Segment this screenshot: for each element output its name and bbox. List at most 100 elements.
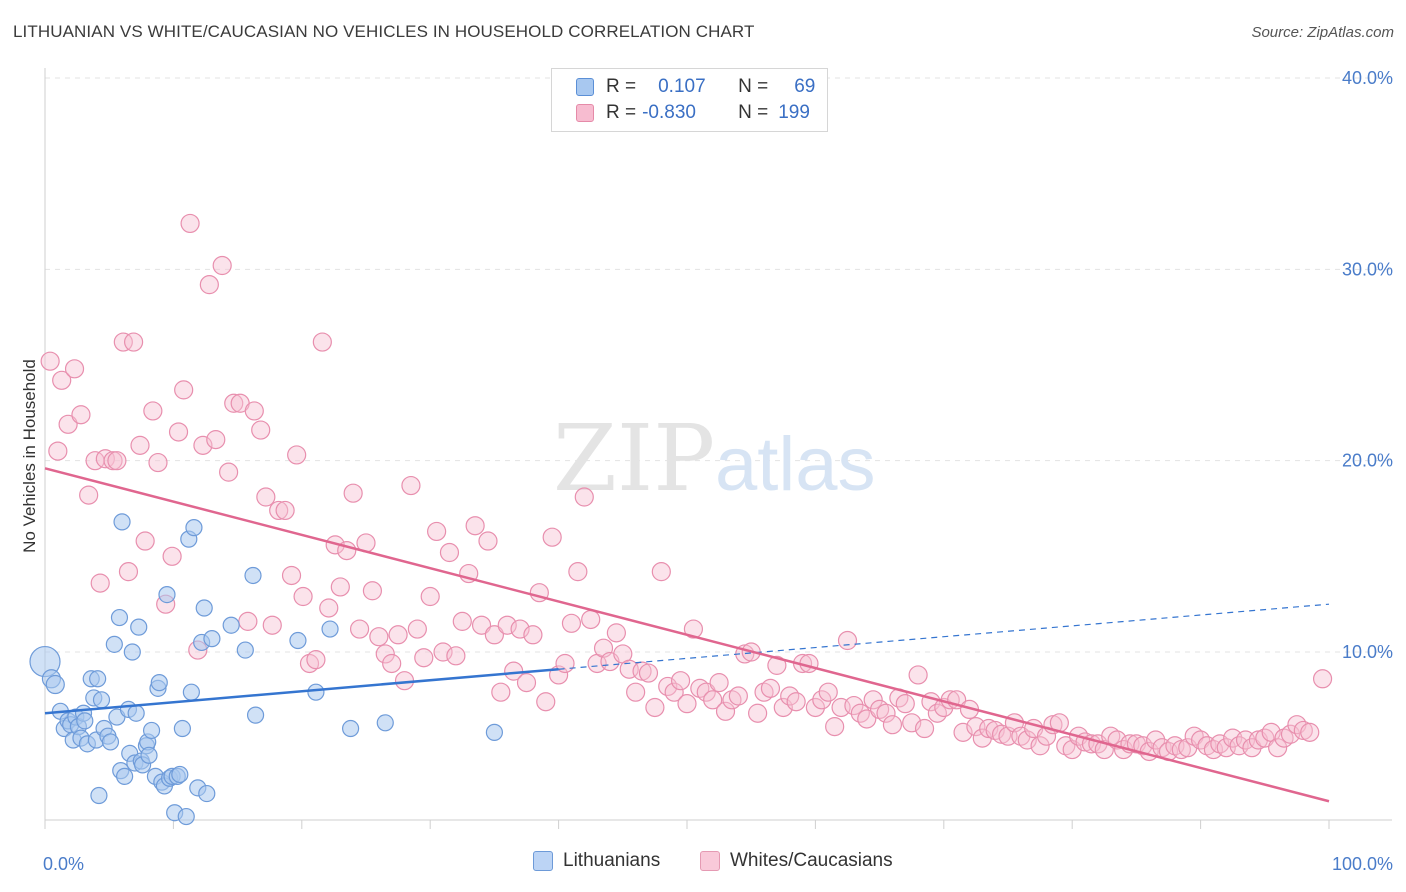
data-point xyxy=(306,650,326,670)
data-point xyxy=(118,562,139,582)
data-point xyxy=(212,255,232,276)
data-point xyxy=(173,719,191,738)
legend-row-lithuanians: R = 0.107 N = 69 xyxy=(576,74,815,100)
data-point xyxy=(555,653,575,674)
data-point xyxy=(185,519,203,537)
legend-r-value: -0.830 xyxy=(642,102,696,123)
data-point xyxy=(414,648,434,668)
data-point xyxy=(523,625,543,645)
legend-row-whites: R = -0.830 N = 199 xyxy=(576,100,810,126)
data-point xyxy=(177,807,195,826)
data-point xyxy=(52,370,72,390)
legend-r-label: R = xyxy=(606,102,637,123)
data-point xyxy=(452,611,472,631)
tick-labels: 10.0% 20.0% 30.0% 40.0% 0.0% 100.0% xyxy=(43,68,1393,874)
data-point xyxy=(238,611,258,631)
data-point xyxy=(58,414,78,434)
data-point xyxy=(703,690,723,710)
data-point xyxy=(142,721,161,740)
watermark: ZIP atlas xyxy=(553,405,876,512)
data-point xyxy=(497,615,517,635)
data-point xyxy=(135,531,155,551)
data-point xyxy=(863,690,883,710)
data-point xyxy=(388,625,408,645)
data-point xyxy=(199,275,219,295)
data-point xyxy=(1312,669,1333,689)
data-point xyxy=(478,531,498,551)
data-point xyxy=(516,673,537,693)
data-point xyxy=(433,642,453,662)
data-point xyxy=(158,585,176,604)
legend-n-label: N = xyxy=(738,102,769,123)
legend-r-label: R = xyxy=(606,76,637,97)
data-point xyxy=(677,694,697,714)
data-point xyxy=(349,619,370,639)
y-tick-label: 20.0% xyxy=(1342,451,1393,471)
chart-title: LITHUANIAN VS WHITE/CAUCASIAN NO VEHICLE… xyxy=(13,22,755,41)
data-point xyxy=(198,784,216,803)
data-point xyxy=(1146,730,1166,750)
data-point xyxy=(203,630,221,648)
data-point xyxy=(728,686,748,706)
legend-n-label: N = xyxy=(738,76,769,97)
legend-label-lithuanians: Lithuanians xyxy=(563,850,661,871)
data-point xyxy=(101,733,120,751)
data-point xyxy=(182,683,200,701)
data-point xyxy=(48,441,68,461)
data-point xyxy=(401,475,421,496)
data-point xyxy=(150,674,168,692)
data-point xyxy=(645,697,665,718)
data-point xyxy=(606,623,626,643)
data-point xyxy=(825,717,845,737)
data-point xyxy=(786,692,806,712)
data-point xyxy=(90,786,108,805)
trend-line-lithuanians xyxy=(44,667,559,715)
data-point xyxy=(113,332,133,352)
data-point xyxy=(289,631,307,650)
data-point xyxy=(269,500,289,521)
data-point xyxy=(76,712,94,730)
legend-swatch-whites xyxy=(700,851,720,871)
data-point xyxy=(168,422,189,442)
data-point xyxy=(262,615,282,635)
data-point xyxy=(312,332,332,352)
data-point xyxy=(92,691,111,709)
data-point xyxy=(293,586,313,607)
data-point xyxy=(244,401,264,421)
data-point xyxy=(127,704,145,722)
data-point xyxy=(491,682,511,702)
data-point xyxy=(748,703,768,723)
data-point xyxy=(561,613,582,633)
data-point xyxy=(407,619,427,639)
data-point xyxy=(79,485,99,505)
data-point xyxy=(439,542,460,563)
y-axis-label: No Vehicles in Household xyxy=(20,359,39,553)
data-point xyxy=(914,718,935,739)
legend-swatch-pink xyxy=(576,104,594,122)
data-point xyxy=(1268,738,1288,758)
data-point xyxy=(812,690,832,710)
data-point xyxy=(171,765,189,784)
data-point xyxy=(568,562,588,582)
data-point xyxy=(484,625,504,645)
data-point xyxy=(140,746,158,764)
data-point xyxy=(670,671,691,691)
data-point xyxy=(382,653,402,674)
watermark-zip: ZIP xyxy=(553,405,715,512)
watermark-atlas: atlas xyxy=(715,422,876,507)
data-point xyxy=(105,635,123,653)
data-point xyxy=(799,653,819,674)
data-point xyxy=(581,609,601,630)
data-point xyxy=(321,620,339,638)
data-point xyxy=(805,697,826,718)
data-point xyxy=(427,521,447,542)
data-point xyxy=(837,630,858,651)
series-lithuanians-points xyxy=(29,513,503,826)
data-point xyxy=(64,359,85,379)
data-point xyxy=(107,451,127,471)
data-point xyxy=(760,678,781,698)
data-point xyxy=(244,566,262,585)
data-point xyxy=(246,706,265,724)
data-point xyxy=(130,618,148,636)
data-point xyxy=(1280,724,1301,744)
